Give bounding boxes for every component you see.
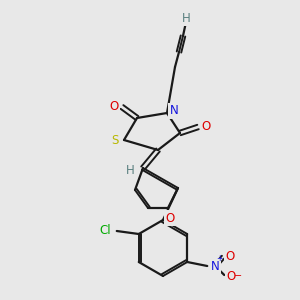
Text: O: O: [110, 100, 118, 112]
Text: S: S: [111, 134, 119, 148]
Text: O: O: [165, 212, 175, 224]
Text: O: O: [226, 250, 235, 262]
Text: +: +: [216, 254, 222, 263]
Text: Cl: Cl: [99, 224, 111, 238]
Text: N: N: [211, 260, 220, 272]
Text: H: H: [182, 11, 190, 25]
Text: −: −: [234, 271, 242, 281]
Text: O: O: [201, 121, 211, 134]
Text: O: O: [226, 269, 236, 283]
Text: N: N: [169, 104, 178, 118]
Text: H: H: [126, 164, 134, 176]
